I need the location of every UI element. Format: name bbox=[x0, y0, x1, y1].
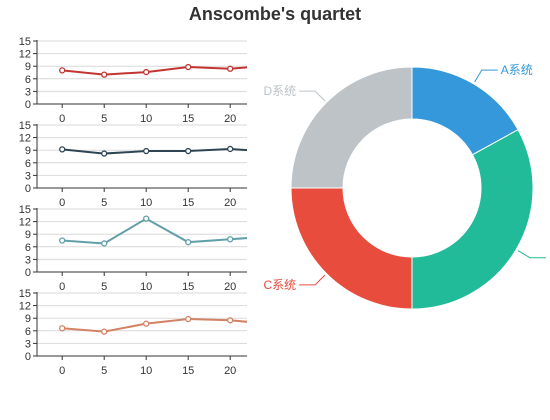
y-tick-label: 3 bbox=[25, 254, 31, 266]
x-tick-label: 15 bbox=[182, 197, 194, 209]
x-tick-label: 5 bbox=[101, 113, 107, 125]
x-tick-label: 0 bbox=[59, 197, 65, 209]
data-point bbox=[185, 239, 192, 246]
y-tick-label: 3 bbox=[25, 86, 31, 98]
label-leader-line bbox=[299, 274, 326, 286]
data-point bbox=[143, 68, 150, 76]
data-point bbox=[59, 67, 66, 74]
y-tick-label: 12 bbox=[19, 133, 31, 145]
x-tick-label: 10 bbox=[140, 197, 152, 209]
x-tick-label: 20 bbox=[224, 197, 236, 209]
x-tick-label: 0 bbox=[59, 281, 65, 293]
x-tick-label: 10 bbox=[140, 113, 152, 125]
label-leader-line bbox=[299, 90, 326, 102]
x-tick-label: 20 bbox=[224, 365, 236, 377]
data-point bbox=[185, 315, 192, 323]
series-line bbox=[62, 147, 247, 155]
x-tick-label: 5 bbox=[101, 197, 107, 209]
y-tick-label: 9 bbox=[25, 145, 31, 157]
x-tick-label: 15 bbox=[182, 365, 194, 377]
y-tick-label: 6 bbox=[25, 326, 31, 338]
y-tick-label: 6 bbox=[25, 158, 31, 170]
donut-slice bbox=[411, 129, 534, 310]
data-point bbox=[227, 145, 234, 153]
y-tick-label: 12 bbox=[19, 217, 31, 229]
data-point bbox=[59, 325, 66, 332]
y-tick-label: 0 bbox=[25, 183, 31, 195]
data-point bbox=[143, 320, 150, 327]
data-point bbox=[101, 71, 108, 78]
y-tick-label: 0 bbox=[25, 351, 31, 363]
donut-chart: A系统 C系统 D系统 bbox=[263, 63, 546, 310]
x-tick-label: 20 bbox=[224, 113, 236, 125]
y-tick-label: 15 bbox=[19, 36, 31, 48]
data-point bbox=[227, 65, 234, 72]
y-tick-label: 9 bbox=[25, 61, 31, 73]
y-tick-label: 12 bbox=[19, 301, 31, 313]
y-tick-label: 12 bbox=[19, 49, 31, 61]
x-tick-label: 5 bbox=[101, 365, 107, 377]
y-tick-label: 0 bbox=[25, 267, 31, 279]
data-point bbox=[101, 240, 108, 247]
y-tick-label: 0 bbox=[25, 99, 31, 111]
y-tick-label: 9 bbox=[25, 313, 31, 325]
x-tick-label: 15 bbox=[182, 281, 194, 293]
data-point bbox=[101, 150, 108, 157]
x-tick-label: 10 bbox=[140, 281, 152, 293]
data-point bbox=[185, 63, 192, 71]
data-point bbox=[59, 237, 66, 244]
series-line bbox=[62, 217, 247, 245]
donut-slice bbox=[290, 66, 413, 189]
y-tick-label: 15 bbox=[19, 288, 31, 300]
series-line bbox=[62, 318, 247, 333]
data-point bbox=[227, 236, 234, 243]
y-tick-label: 6 bbox=[25, 74, 31, 86]
data-point bbox=[59, 146, 66, 153]
data-point bbox=[101, 328, 108, 335]
x-tick-label: 0 bbox=[59, 113, 65, 125]
y-tick-label: 3 bbox=[25, 170, 31, 182]
data-point bbox=[143, 215, 150, 222]
y-tick-label: 3 bbox=[25, 338, 31, 350]
y-tick-label: 15 bbox=[19, 204, 31, 216]
label-leader-line bbox=[474, 69, 498, 83]
series-line bbox=[62, 66, 247, 76]
data-point bbox=[143, 147, 150, 155]
y-tick-label: 15 bbox=[19, 120, 31, 132]
slice-label: C系统 bbox=[263, 278, 296, 292]
data-point bbox=[185, 147, 192, 155]
label-leader-line bbox=[517, 250, 546, 259]
y-tick-label: 6 bbox=[25, 242, 31, 254]
data-point bbox=[227, 317, 234, 324]
slice-label: A系统 bbox=[501, 63, 533, 77]
donut-slice bbox=[290, 187, 413, 310]
x-tick-label: 5 bbox=[101, 281, 107, 293]
x-tick-label: 15 bbox=[182, 113, 194, 125]
y-tick-label: 9 bbox=[25, 229, 31, 241]
chart-title: Anscombe's quartet bbox=[188, 4, 362, 24]
x-tick-label: 10 bbox=[140, 365, 152, 377]
x-tick-label: 0 bbox=[59, 365, 65, 377]
x-tick-label: 20 bbox=[224, 281, 236, 293]
slice-label: D系统 bbox=[263, 84, 296, 98]
